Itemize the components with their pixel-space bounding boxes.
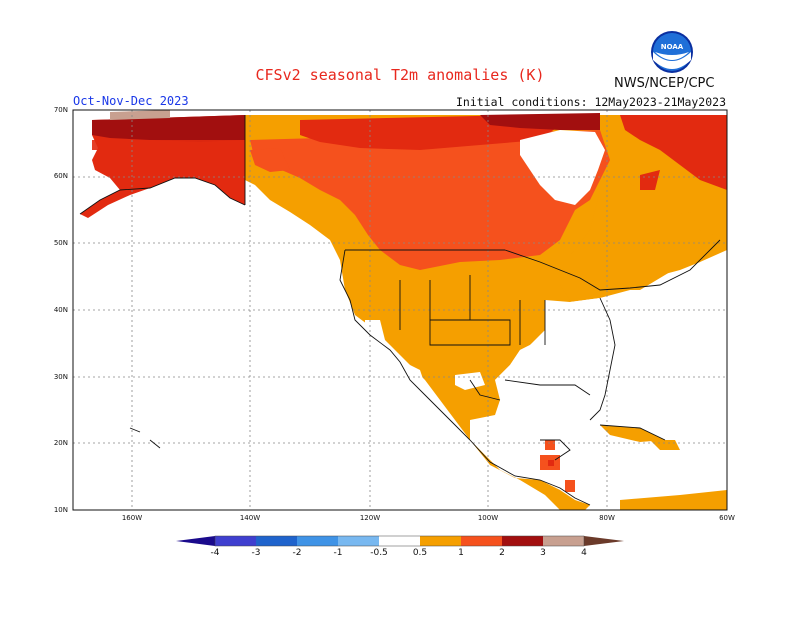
- season-label: Oct-Nov-Dec 2023: [73, 94, 189, 108]
- map-title: CFSv2 seasonal T2m anomalies (K): [255, 66, 545, 84]
- lon-label: 160W: [121, 514, 143, 522]
- lon-label: 80W: [599, 514, 615, 522]
- lat-label: 30N: [53, 373, 68, 381]
- initial-conditions-label: Initial conditions: 12May2023-21May2023: [455, 95, 726, 109]
- colorbar-label: -2: [292, 548, 302, 558]
- colorbar-label: -3: [251, 548, 261, 558]
- eastern-us-neutral: [495, 290, 660, 400]
- map-frame: [72, 109, 728, 511]
- hudson-bay: [520, 130, 605, 205]
- lat-label: 20N: [53, 439, 68, 447]
- colorbar-label: -0.5: [370, 548, 388, 558]
- lat-label: 10N: [53, 506, 68, 514]
- colorbar-label: 4: [581, 548, 587, 558]
- lon-label: 120W: [359, 514, 381, 522]
- colorbar-label: 0.5: [412, 548, 428, 558]
- agency-label: NWS/NCEP/CPC: [614, 76, 715, 91]
- lon-label: 140W: [239, 514, 261, 522]
- colorbar-label: 3: [540, 548, 546, 558]
- lat-label: 60N: [53, 172, 68, 180]
- colorbar-label: 1: [458, 548, 464, 558]
- lat-label: 70N: [53, 106, 68, 114]
- colorbar-label: 2: [499, 548, 505, 558]
- lon-label: 60W: [719, 514, 735, 522]
- lat-label: 50N: [53, 239, 68, 247]
- coastlines: [79, 115, 721, 506]
- lon-label: 100W: [477, 514, 499, 522]
- lat-label: 40N: [53, 306, 68, 314]
- colorbar-label: -4: [210, 548, 220, 558]
- colorbar-label: -1: [333, 548, 343, 558]
